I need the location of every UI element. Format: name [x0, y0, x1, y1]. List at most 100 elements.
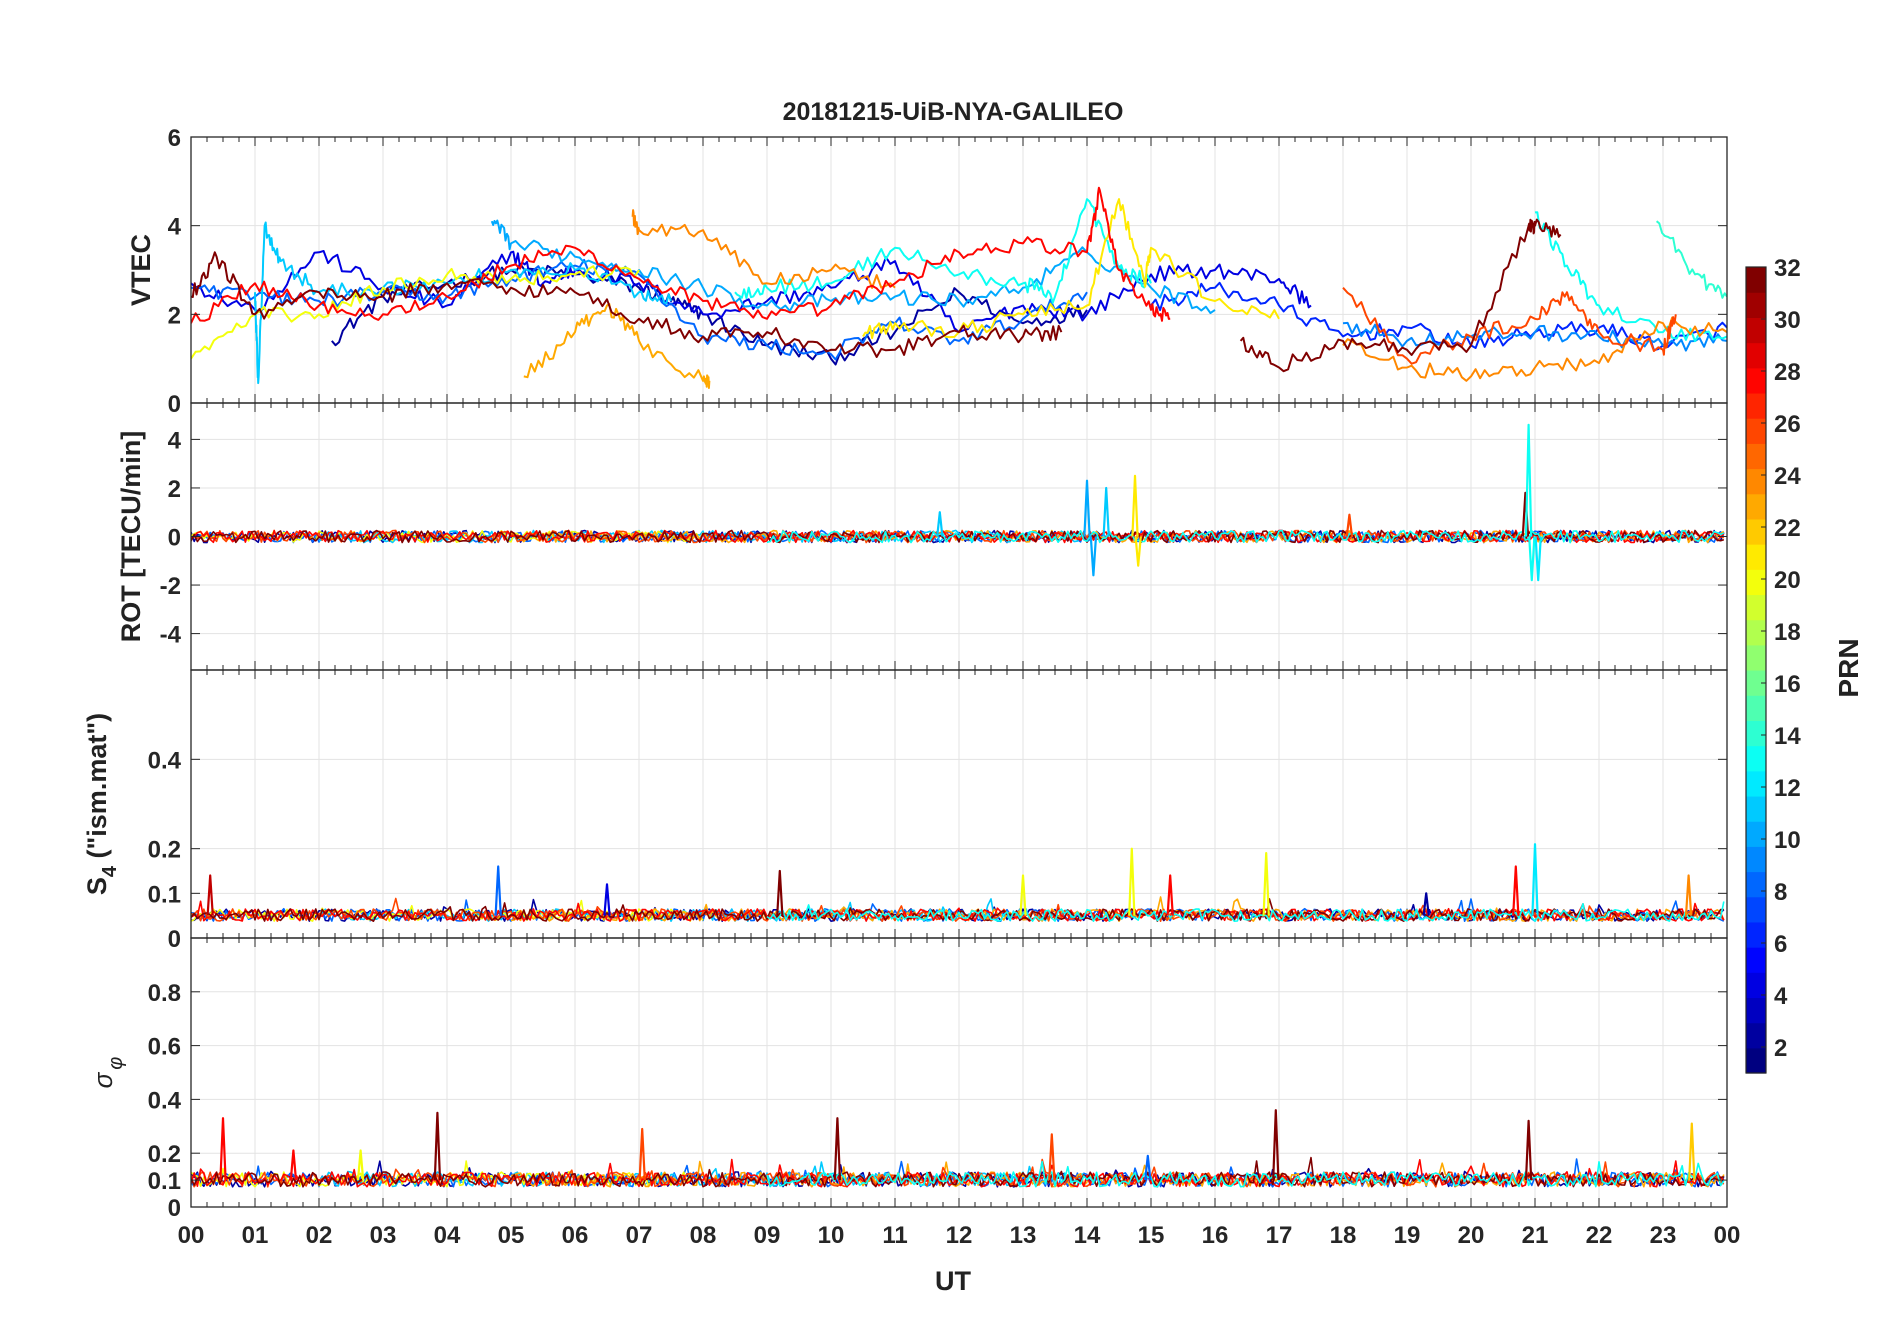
panel-data — [191, 423, 1725, 582]
noise-series-prn-13 — [766, 1160, 1725, 1188]
colorbar-segment — [1746, 1022, 1766, 1049]
colorbar-tick-label: 28 — [1774, 359, 1801, 386]
colorbar-tick-label: 22 — [1774, 515, 1801, 542]
vtec-series-prn-26 — [1342, 287, 1677, 365]
colorbar-segment — [1746, 594, 1766, 621]
colorbar-tick-label: 16 — [1774, 671, 1801, 698]
spike-1 — [494, 865, 502, 916]
spike-3 — [776, 869, 784, 916]
colorbar-tick-label: 12 — [1774, 775, 1801, 802]
spike-1 — [1089, 536, 1098, 577]
spike-4 — [1134, 536, 1142, 567]
colorbar-tick-label: 24 — [1774, 463, 1801, 490]
x-tick-label: 15 — [1138, 1222, 1165, 1249]
colorbar-tick-label: 30 — [1774, 307, 1801, 334]
colorbar-tick-label: 8 — [1774, 879, 1787, 906]
panel-data — [191, 1109, 1725, 1188]
spike-7 — [1144, 1154, 1152, 1181]
colorbar-tick-label: 14 — [1774, 723, 1801, 750]
x-tick-label: 19 — [1394, 1222, 1421, 1249]
vtec-series-prn-8 — [191, 258, 1088, 361]
colorbar-segment — [1746, 367, 1766, 394]
y-tick-label: 0 — [168, 926, 181, 953]
vtec-series-prn-32 — [191, 251, 1063, 358]
y-tick-label: 0.4 — [148, 1087, 182, 1114]
x-minor-ticks — [190, 403, 1728, 670]
colorbar-segment — [1746, 267, 1766, 293]
x-tick-label: 14 — [1074, 1222, 1101, 1249]
colorbar-segment — [1746, 317, 1766, 344]
x-tick-label: 12 — [946, 1222, 973, 1249]
colorbar-segment — [1746, 846, 1766, 873]
y-tick-label: 0 — [168, 1195, 181, 1222]
x-tick-label: 03 — [370, 1222, 397, 1249]
x-minor-ticks — [190, 938, 1728, 1208]
y-axis-label: S4 ("ism.mat") — [82, 713, 121, 895]
colorbar-tick-label: 10 — [1774, 827, 1801, 854]
colorbar-tick-label: 2 — [1774, 1035, 1787, 1062]
x-tick-label: 18 — [1330, 1222, 1357, 1249]
colorbar-segment — [1746, 292, 1766, 318]
y-tick-label: 6 — [168, 125, 181, 152]
spike-3 — [433, 1111, 442, 1181]
colorbar-tick-label: 20 — [1774, 567, 1801, 594]
x-tick-label: 05 — [498, 1222, 525, 1249]
y-tick-label: 0.6 — [148, 1034, 181, 1061]
spike-6 — [1524, 423, 1533, 537]
colorbar-segment — [1746, 468, 1766, 495]
colorbar-segment — [1746, 644, 1766, 671]
colorbar-segment — [1746, 795, 1766, 822]
x-tick-label: 16 — [1202, 1222, 1229, 1249]
vtec-series-prn-23 — [523, 302, 711, 389]
spike-6 — [1166, 874, 1174, 916]
spike-4 — [1019, 874, 1027, 916]
spike-1 — [289, 1149, 298, 1181]
colorbar-segment — [1746, 770, 1766, 797]
x-tick-label: 00 — [178, 1222, 205, 1249]
colorbar-segment — [1746, 418, 1766, 444]
spike-2 — [356, 1149, 365, 1181]
vtec-series-prn-6 — [1150, 281, 1727, 352]
y-tick-label: -2 — [160, 573, 181, 600]
colorbar-segment — [1746, 493, 1766, 520]
spike-2 — [1102, 486, 1110, 537]
x-tick-labels: 00 01 02 03 04 05 06 07 08 09 10 11 12 13 14 15 16 17 18 19… — [178, 1222, 1741, 1249]
colorbar-segment — [1746, 921, 1766, 948]
vtec-series-prn-13 — [734, 198, 1152, 304]
vtec-series-prn-21 — [862, 198, 1280, 340]
spike-6 — [1048, 1133, 1056, 1181]
colorbar-segment — [1746, 745, 1766, 772]
spike-3 — [1131, 474, 1139, 537]
colorbar-segment — [1746, 392, 1766, 419]
x-axis-label: UT — [935, 1266, 971, 1296]
colorbar-frame — [1745, 266, 1767, 1074]
vtec-series-prn-14 — [1655, 220, 1727, 299]
colorbar-segment — [1746, 896, 1766, 923]
x-tick-label: 08 — [690, 1222, 717, 1249]
x-tick-label: 10 — [818, 1222, 845, 1249]
spike-7 — [1262, 852, 1270, 916]
noise-series-prn-32 — [191, 529, 1725, 544]
x-tick-label: 11 — [882, 1222, 907, 1249]
panel-1: 0 2 4 6 VTEC — [126, 125, 1728, 418]
y-tick-label: 2 — [168, 302, 181, 329]
panel-data — [191, 186, 1727, 389]
y-tick-label: 0.8 — [148, 980, 181, 1007]
colorbar-segment — [1746, 695, 1766, 721]
spike-10 — [1688, 1122, 1696, 1181]
colorbar-tick-label: 18 — [1774, 619, 1801, 646]
panel-4: 00.10.2 0.4 0.6 0.8 σφ — [88, 937, 1728, 1222]
y-tick-label: 0.1 — [148, 881, 181, 908]
colorbar-segment — [1746, 443, 1766, 470]
y-tick-label: 4 — [168, 427, 182, 454]
y-tick-label: 2 — [168, 476, 181, 503]
grid — [190, 938, 1728, 1208]
spike-9 — [1512, 865, 1520, 916]
spike-0 — [219, 1117, 227, 1181]
colorbar-segment — [1746, 947, 1766, 973]
y-tick-label: 0.2 — [148, 837, 181, 864]
spike-11 — [1684, 874, 1693, 916]
spike-0 — [1083, 479, 1091, 537]
